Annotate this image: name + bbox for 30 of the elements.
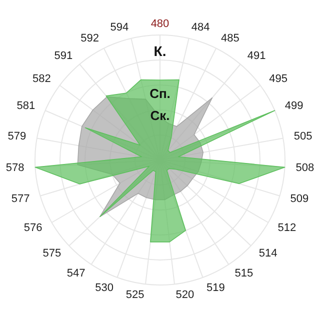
text: К. — [152, 43, 168, 59]
spoke-label: 530 — [95, 282, 114, 294]
spoke-label: 592 — [80, 32, 99, 44]
spoke-label: 499 — [284, 100, 304, 112]
spoke-label: 581 — [16, 100, 36, 112]
spoke-label: 509 — [290, 193, 309, 206]
spoke-label: 577 — [11, 193, 30, 206]
spoke-label: 484 — [191, 22, 210, 34]
spoke-label: 485 — [221, 32, 240, 44]
spoke-label: 514 — [258, 247, 278, 260]
spoke-label: 519 — [206, 282, 225, 294]
spoke-label: 579 — [8, 130, 26, 142]
spoke-label: 576 — [24, 222, 42, 234]
spoke-label: 520 — [176, 289, 194, 302]
spoke-label: 508 — [296, 162, 314, 174]
series-label: Сп. — [148, 86, 172, 102]
spoke-label: 505 — [294, 130, 312, 142]
spoke-label: 525 — [126, 289, 144, 302]
spoke-label: 547 — [66, 268, 86, 280]
spoke-label: 480 — [150, 18, 170, 30]
spoke-label: 582 — [32, 72, 51, 85]
spoke-label: 512 — [278, 222, 296, 234]
spoke-label: 578 — [6, 162, 24, 174]
spoke-label: 575 — [42, 247, 62, 260]
series-label: Ск. — [149, 108, 171, 124]
spoke-label: 491 — [247, 50, 266, 62]
spoke-label: 591 — [54, 50, 73, 62]
spoke-label: 594 — [110, 22, 129, 34]
spoke-label: 495 — [269, 72, 288, 85]
spoke-label: 515 — [234, 268, 254, 280]
